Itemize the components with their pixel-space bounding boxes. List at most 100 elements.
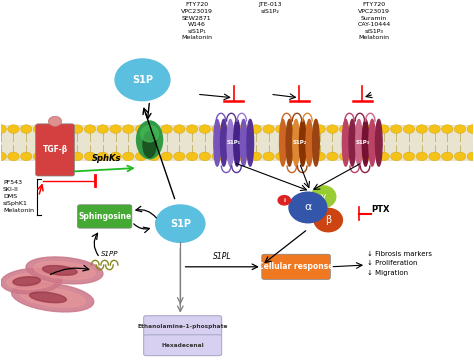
Ellipse shape xyxy=(289,192,327,223)
Text: FTY720
VPC23019
Suramin
CAY-10444
siS1P₃
Melatonin: FTY720 VPC23019 Suramin CAY-10444 siS1P₃… xyxy=(357,3,391,40)
Circle shape xyxy=(301,125,313,134)
Ellipse shape xyxy=(220,119,227,166)
Text: ↓ Fibrosis markers
↓ Proliferation
↓ Migration: ↓ Fibrosis markers ↓ Proliferation ↓ Mig… xyxy=(367,251,432,276)
Text: γ: γ xyxy=(321,192,326,201)
Ellipse shape xyxy=(43,266,77,275)
Circle shape xyxy=(352,125,364,134)
Text: Hexadecenal: Hexadecenal xyxy=(161,343,204,348)
Circle shape xyxy=(263,125,274,134)
Circle shape xyxy=(156,205,205,242)
Circle shape xyxy=(33,152,45,161)
Circle shape xyxy=(115,59,170,101)
Circle shape xyxy=(212,125,223,134)
Ellipse shape xyxy=(141,126,158,142)
Circle shape xyxy=(136,125,147,134)
Ellipse shape xyxy=(11,283,94,312)
Text: S1P₁: S1P₁ xyxy=(227,140,241,145)
Circle shape xyxy=(442,125,453,134)
Circle shape xyxy=(327,152,338,161)
Text: β: β xyxy=(325,215,331,225)
Text: S1P: S1P xyxy=(132,75,153,85)
Ellipse shape xyxy=(7,273,56,290)
FancyBboxPatch shape xyxy=(144,335,222,356)
Circle shape xyxy=(136,152,147,161)
Ellipse shape xyxy=(280,119,286,166)
Circle shape xyxy=(455,152,466,161)
Text: S1P: S1P xyxy=(170,219,191,229)
Ellipse shape xyxy=(369,119,375,166)
Circle shape xyxy=(33,125,45,134)
Circle shape xyxy=(289,152,300,161)
Circle shape xyxy=(403,152,415,161)
Circle shape xyxy=(327,125,338,134)
Ellipse shape xyxy=(362,119,369,166)
Circle shape xyxy=(186,125,198,134)
Circle shape xyxy=(467,125,474,134)
Circle shape xyxy=(72,152,83,161)
Circle shape xyxy=(110,125,121,134)
Ellipse shape xyxy=(314,208,342,232)
FancyBboxPatch shape xyxy=(77,205,132,228)
Circle shape xyxy=(378,125,389,134)
Ellipse shape xyxy=(34,261,95,279)
Text: S1PP: S1PP xyxy=(100,251,118,257)
Text: JTE-013
siS1P₂: JTE-013 siS1P₂ xyxy=(258,3,282,14)
Ellipse shape xyxy=(349,119,356,166)
Text: PTX: PTX xyxy=(372,205,390,214)
Circle shape xyxy=(97,152,109,161)
Circle shape xyxy=(20,152,32,161)
Circle shape xyxy=(455,125,466,134)
Text: S1PL: S1PL xyxy=(213,252,231,261)
Ellipse shape xyxy=(300,119,306,166)
Ellipse shape xyxy=(356,119,362,166)
Circle shape xyxy=(237,152,249,161)
Circle shape xyxy=(59,125,70,134)
Ellipse shape xyxy=(240,119,247,166)
Ellipse shape xyxy=(306,119,313,166)
Circle shape xyxy=(84,152,96,161)
Ellipse shape xyxy=(375,119,382,166)
Ellipse shape xyxy=(286,119,293,166)
Text: S1P₂: S1P₂ xyxy=(292,140,307,145)
Text: PF543
SKI-II
DMS
siSphK1
Melatonin: PF543 SKI-II DMS siSphK1 Melatonin xyxy=(3,180,34,213)
Circle shape xyxy=(301,152,313,161)
Circle shape xyxy=(186,152,198,161)
Circle shape xyxy=(378,152,389,161)
Circle shape xyxy=(278,196,291,205)
Circle shape xyxy=(46,125,57,134)
Circle shape xyxy=(391,125,402,134)
Bar xyxy=(0,125,474,161)
Ellipse shape xyxy=(1,269,62,294)
Circle shape xyxy=(46,152,57,161)
Text: Sphingosine: Sphingosine xyxy=(78,212,131,221)
Text: Ethanolamine-1-phosphate: Ethanolamine-1-phosphate xyxy=(137,324,228,329)
Circle shape xyxy=(225,125,236,134)
Circle shape xyxy=(212,152,223,161)
Circle shape xyxy=(20,125,32,134)
Circle shape xyxy=(391,152,402,161)
Circle shape xyxy=(276,152,287,161)
Circle shape xyxy=(8,152,19,161)
Circle shape xyxy=(225,152,236,161)
Circle shape xyxy=(339,125,351,134)
Ellipse shape xyxy=(20,288,85,307)
Ellipse shape xyxy=(143,132,156,157)
Circle shape xyxy=(250,152,262,161)
Circle shape xyxy=(289,125,300,134)
Circle shape xyxy=(237,125,249,134)
Circle shape xyxy=(250,125,262,134)
FancyBboxPatch shape xyxy=(262,254,330,279)
Ellipse shape xyxy=(13,277,40,286)
Circle shape xyxy=(429,125,440,134)
Circle shape xyxy=(0,152,6,161)
Ellipse shape xyxy=(293,119,300,166)
Ellipse shape xyxy=(48,116,62,126)
Text: TGF-β: TGF-β xyxy=(42,145,68,155)
Text: i: i xyxy=(283,198,285,203)
Ellipse shape xyxy=(137,121,163,159)
Circle shape xyxy=(173,125,185,134)
Text: α: α xyxy=(304,203,311,213)
Circle shape xyxy=(123,152,134,161)
Ellipse shape xyxy=(234,119,240,166)
Circle shape xyxy=(416,125,428,134)
